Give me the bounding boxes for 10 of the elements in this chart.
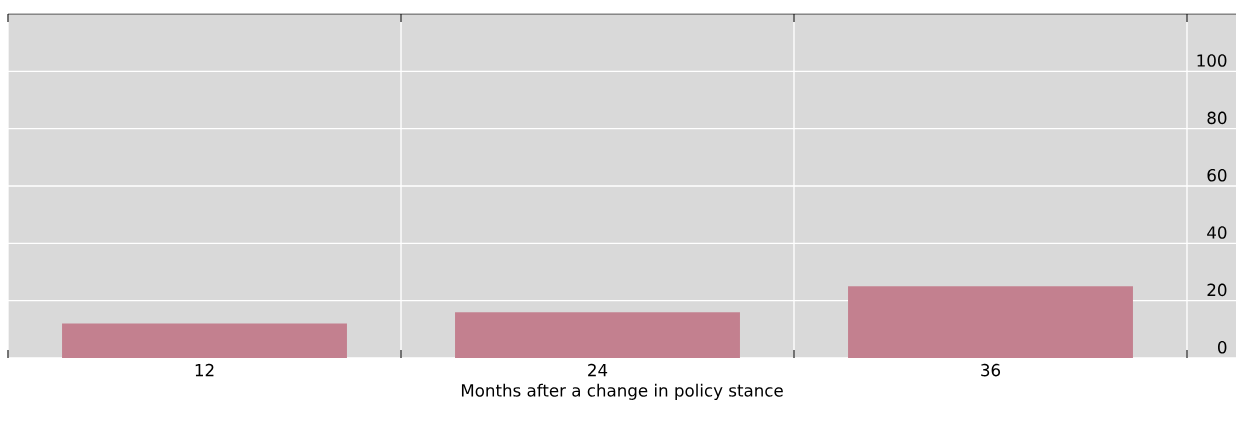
y-tick-label: 80: [1207, 111, 1227, 125]
y-tick-label: 60: [1207, 168, 1227, 182]
y-tick-label: 40: [1207, 226, 1227, 239]
x-tick-label: 24: [588, 363, 608, 377]
y-tick-label: 100: [1197, 54, 1227, 67]
x-tick-label: 36: [981, 363, 1001, 377]
x-axis-title: Months after a change in policy stance: [461, 383, 783, 400]
y-tick-label: 0: [1218, 340, 1227, 354]
y-tick-label: 20: [1207, 283, 1227, 297]
x-tick-label: 12: [195, 363, 214, 377]
